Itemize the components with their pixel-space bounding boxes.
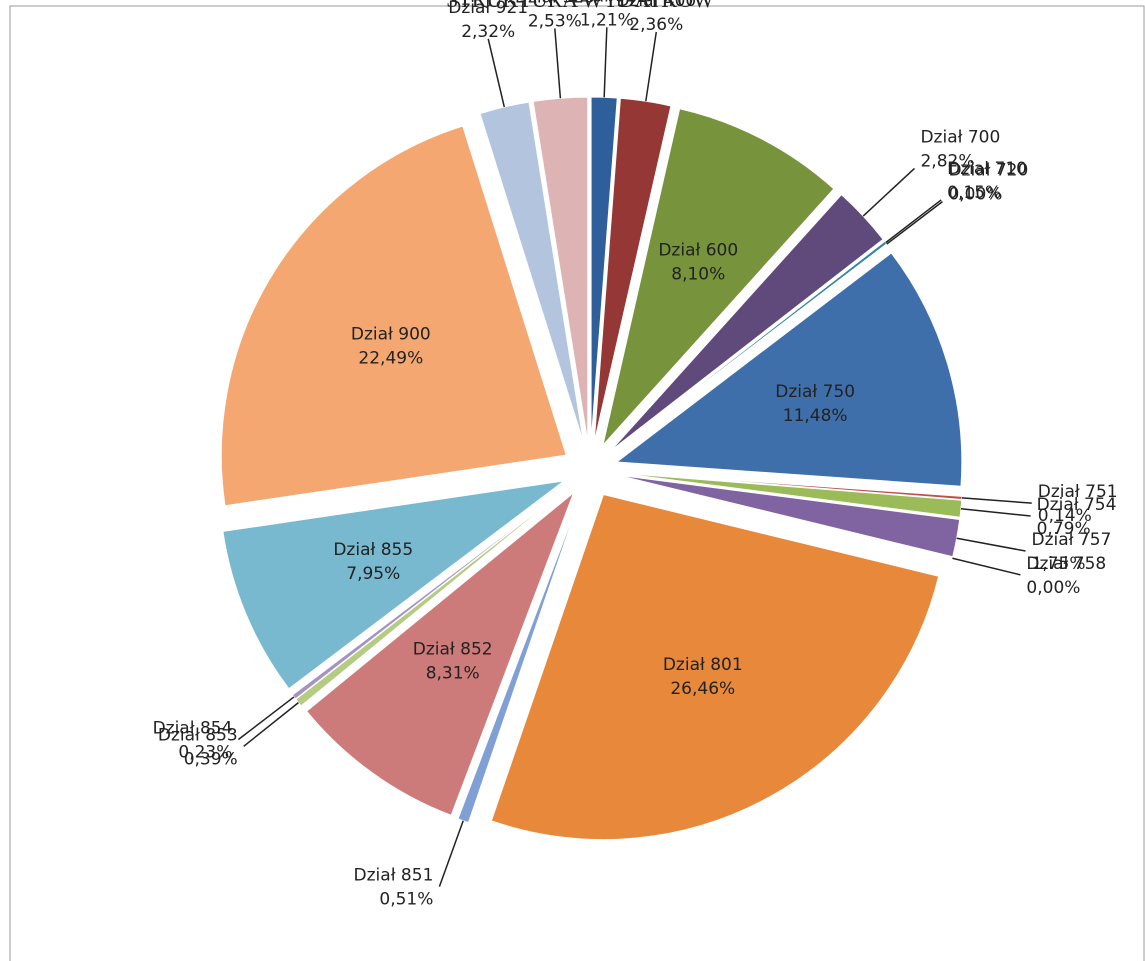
slice-label-name: Dział 710: [947, 159, 1027, 179]
leader-line: [862, 167, 915, 217]
pie-slice: [490, 493, 940, 841]
leader-line: [554, 28, 562, 99]
slice-label-value: 7,95%: [346, 564, 400, 584]
pie-slice: [222, 480, 565, 690]
slice-label-value: 1,21%: [580, 10, 634, 30]
slice-label-name: Dział 700: [920, 127, 1000, 147]
slice-label-value: 8,10%: [671, 264, 725, 284]
slice-label-name: Dział 854: [153, 719, 233, 739]
slice-label-value: 0,23%: [178, 743, 232, 763]
slice-label-value: 2,82%: [920, 151, 974, 171]
slice-label-value: 2,53%: [528, 11, 582, 31]
slice-label-value: 8,31%: [426, 664, 480, 684]
slice-label-name: Dział 851: [354, 866, 434, 886]
leader-line: [603, 27, 608, 98]
slice-label-name: Dział 754: [1037, 495, 1117, 515]
slice-label-name: Dział 921: [448, 0, 528, 18]
leader-line: [885, 199, 942, 244]
leader-line: [886, 201, 943, 245]
slice-label-name: Dział 801: [663, 655, 743, 675]
slice-label-name: Dział 600: [658, 240, 738, 260]
slice-label-value: 0,14%: [1038, 506, 1092, 526]
slice-label-value: 0,15%: [947, 183, 1001, 203]
slice-label-name: Dział 750: [775, 382, 855, 402]
leader-line: [952, 557, 1021, 576]
leader-line: [645, 31, 658, 102]
chart-title: STRUKTURA WYDATKÓW: [446, 0, 714, 12]
slice-label-name: Dział 855: [333, 540, 413, 560]
slice-label-name: Dział 720: [948, 161, 1028, 181]
slice-label-name: Dział 900: [351, 324, 431, 344]
slice-label-name: Dział 852: [413, 640, 493, 660]
slice-label-name: Dział 758: [1026, 554, 1106, 574]
slice-label-value: 2,36%: [629, 15, 683, 35]
leader-line: [960, 508, 1031, 517]
pie-slice: [601, 108, 835, 447]
leader-line: [237, 696, 295, 741]
pie-slice: [479, 101, 585, 443]
pie-slice: [220, 125, 567, 507]
slice-label-name: Dział 853: [158, 725, 238, 745]
slice-label-value: 26,46%: [670, 679, 735, 699]
leader-line: [961, 497, 1032, 504]
slice-label-name: Dział 010: [567, 0, 647, 6]
pie-slice: [610, 193, 884, 452]
slice-label-value: 0,39%: [184, 749, 238, 769]
slice-label-value: 0,00%: [948, 185, 1002, 205]
pie-slice: [615, 252, 963, 487]
leader-line: [487, 38, 506, 108]
slice-label-name: Dział 757: [1032, 530, 1112, 550]
pie-slice: [593, 97, 672, 443]
slice-label-value: 0,00%: [1026, 578, 1080, 598]
leader-line: [438, 820, 464, 887]
slice-label-value: 11,48%: [783, 406, 848, 426]
leader-line: [956, 537, 1026, 552]
slice-label-value: 0,51%: [379, 890, 433, 910]
slice-label-name: Dział 751: [1038, 482, 1118, 502]
slice-label-value: 1,75%: [1032, 554, 1086, 574]
slice-label-name: Dział 400: [616, 0, 696, 11]
slice-label-value: 0,79%: [1037, 519, 1091, 539]
slice-label-value: 2,32%: [461, 22, 515, 42]
leader-line: [243, 702, 299, 747]
slice-label-value: 22,49%: [358, 348, 423, 368]
slice-label-name: Dział 926: [515, 0, 595, 7]
chart-frame: [9, 5, 1145, 961]
pie-slice: [305, 491, 575, 816]
